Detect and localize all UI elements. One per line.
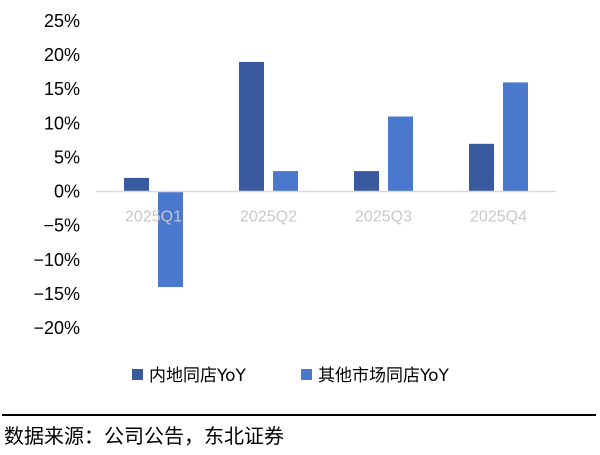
y-tick-label: 15%	[44, 79, 80, 99]
bar-2025Q4-series-1	[469, 144, 494, 192]
x-tick-label: 2025Q4	[470, 209, 527, 226]
legend-swatch-series-2	[301, 369, 312, 380]
bars	[124, 62, 528, 287]
y-tick-label: 20%	[44, 45, 80, 65]
legend-label-series-2: 其他市场同店YoY	[318, 366, 450, 386]
y-tick-label: −20%	[33, 318, 80, 338]
chart: 25%20%15%10%5%0%−5%−10%−15%−20% 2025Q1 20…	[0, 0, 600, 410]
bar-2025Q2-series-2	[273, 171, 298, 191]
x-tick-label: 2025Q1	[125, 209, 182, 226]
y-tick-label: 5%	[54, 147, 80, 167]
x-tick-label: 2025Q3	[355, 209, 412, 226]
x-tick-label: 2025Q2	[240, 209, 297, 226]
bar-2025Q1-series-1	[124, 178, 149, 192]
legend-label-series-1: 内地同店YoY	[149, 366, 247, 386]
bar-2025Q3-series-1	[354, 171, 379, 191]
y-tick-label: 0%	[54, 182, 80, 202]
legend: 内地同店YoY 其他市场同店YoY	[132, 366, 450, 386]
y-tick-label: −5%	[43, 216, 80, 236]
y-tick-label: 10%	[44, 113, 80, 133]
bar-2025Q4-series-2	[503, 82, 528, 191]
footer-divider	[2, 414, 596, 416]
y-axis: 25% 20% 15% 10% 5% 0% −5% −10% −15% −20%	[33, 11, 80, 338]
y-tick-label: −15%	[33, 284, 80, 304]
legend-swatch-series-1	[132, 369, 143, 380]
bar-2025Q3-series-2	[388, 117, 413, 192]
y-tick-label: −10%	[33, 250, 80, 270]
bar-2025Q1-series-2	[158, 192, 183, 288]
y-tick-label: 25%	[44, 11, 80, 31]
x-axis: 2025Q1 2025Q2 2025Q3 2025Q4	[125, 209, 527, 226]
source-note: 数据来源：公司公告，东北证券	[4, 420, 284, 449]
bar-2025Q2-series-1	[239, 62, 264, 192]
